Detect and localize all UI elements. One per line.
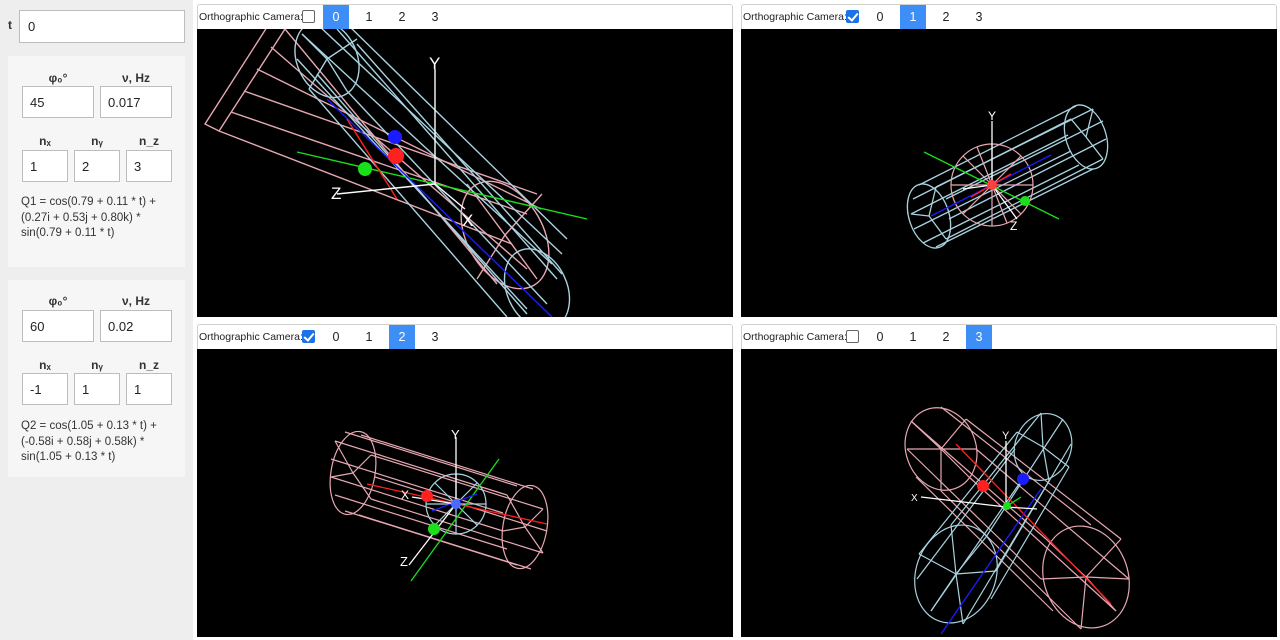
green-marker (1020, 196, 1030, 206)
viewport-toolbar: Orthographic Camera: 0 1 2 3 (741, 324, 1277, 350)
nz-label: n_z (138, 358, 159, 372)
formula-line: Q1 = cos(0.79 + 0.11 * t) + (21, 196, 156, 208)
camera-tab-3[interactable]: 3 (975, 10, 983, 24)
orthographic-camera-label: Orthographic Camera: (743, 331, 847, 343)
viewport-toolbar: Orthographic Camera: 0 1 2 3 (197, 324, 733, 350)
formula-line: Q2 = cos(1.05 + 0.13 * t) + (21, 420, 157, 432)
pink-wireframe-cylinder (203, 29, 550, 290)
orthographic-camera-checkbox[interactable] (302, 10, 315, 23)
green-marker (428, 523, 440, 535)
3d-canvas[interactable]: Y X Z (197, 349, 733, 637)
axis-label-y: Y (988, 109, 996, 123)
formula-line: sin(1.05 + 0.13 * t) (21, 451, 116, 463)
quaternion-formula: Q1 = cos(0.79 + 0.11 * t) + (0.27i + 0.5… (21, 195, 181, 242)
blue-marker (1017, 473, 1029, 485)
cyan-wireframe-cylinder (294, 29, 571, 317)
camera-tab-3[interactable]: 3 (966, 325, 992, 350)
red-marker (987, 180, 997, 190)
formula-line: (0.27i + 0.53j + 0.80k) * (21, 211, 141, 224)
axis-label-x: X (401, 488, 409, 502)
green-marker (358, 162, 372, 176)
orthographic-camera-checkbox[interactable] (846, 330, 859, 343)
pink-wireframe-cylinder (904, 406, 1130, 630)
nz-input[interactable] (126, 373, 172, 405)
camera-tab-0[interactable]: 0 (332, 330, 340, 344)
sidebar: t φ₀° ν, Hz nₓ nᵧ n_z Q1 = cos(0.79 + 0.… (0, 0, 193, 640)
camera-tab-2[interactable]: 2 (942, 330, 950, 344)
nx-input[interactable] (22, 150, 68, 182)
ny-input[interactable] (74, 373, 120, 405)
blue-marker (451, 499, 461, 509)
camera-tab-0[interactable]: 0 (876, 10, 884, 24)
orthographic-camera-checkbox[interactable] (846, 10, 859, 23)
axis-label-y: Y (1002, 430, 1010, 442)
viewport-toolbar: Orthographic Camera: 0 1 2 3 (741, 4, 1277, 30)
3d-canvas[interactable]: Y Z (741, 29, 1277, 317)
orthographic-camera-label: Orthographic Camera: (199, 331, 303, 343)
axis-label-z: Z (400, 554, 408, 569)
axis-label-y: Y (451, 427, 460, 442)
camera-tab-3[interactable]: 3 (431, 330, 439, 344)
camera-tab-2[interactable]: 2 (398, 10, 406, 24)
axis-label-x: X (462, 211, 473, 230)
camera-tab-1[interactable]: 1 (909, 330, 917, 344)
nz-input[interactable] (126, 150, 172, 182)
nu-input[interactable] (100, 310, 172, 342)
camera-tab-3[interactable]: 3 (431, 10, 439, 24)
time-row: t (0, 10, 193, 44)
3d-canvas[interactable]: Y X (741, 349, 1277, 637)
nz-label: n_z (138, 134, 159, 148)
3d-canvas[interactable]: Y Z X (197, 29, 733, 317)
phi-input[interactable] (22, 310, 94, 342)
camera-tab-2[interactable]: 2 (942, 10, 950, 24)
orthographic-camera-label: Orthographic Camera: (743, 11, 847, 23)
orthographic-camera-checkbox[interactable] (302, 330, 315, 343)
nx-label: nₓ (39, 358, 51, 372)
quaternion-2-panel: φ₀° ν, Hz nₓ nᵧ n_z Q2 = cos(1.05 + 0.13… (8, 280, 185, 477)
green-marker (1003, 502, 1011, 510)
camera-tab-2[interactable]: 2 (389, 325, 415, 350)
red-marker (421, 490, 433, 502)
axes (366, 437, 548, 582)
camera-tab-1[interactable]: 1 (900, 5, 926, 30)
formula-line: (-0.58i + 0.58j + 0.58k) * (21, 435, 145, 448)
phi-label: φ₀° (48, 294, 68, 308)
axes (296, 69, 588, 317)
nu-label: ν, Hz (121, 294, 150, 308)
nu-label: ν, Hz (121, 71, 150, 85)
camera-tab-1[interactable]: 1 (365, 330, 373, 344)
camera-tab-0[interactable]: 0 (876, 330, 884, 344)
axis-label-y: Y (429, 54, 440, 73)
viewport-3: Orthographic Camera: 0 1 2 3 (741, 324, 1277, 637)
nx-input[interactable] (22, 373, 68, 405)
axis-label-z: Z (331, 184, 341, 203)
viewport-2: Orthographic Camera: 0 1 2 3 (197, 324, 733, 637)
axis-label-x: X (911, 493, 918, 504)
viewport-0: Orthographic Camera: 0 1 2 3 (197, 4, 733, 317)
ny-label: nᵧ (91, 134, 103, 148)
formula-line: sin(0.79 + 0.11 * t) (21, 227, 115, 239)
camera-tab-1[interactable]: 1 (365, 10, 373, 24)
ny-label: nᵧ (91, 358, 103, 372)
camera-tab-0[interactable]: 0 (323, 5, 349, 30)
blue-marker (388, 130, 402, 144)
quaternion-formula: Q2 = cos(1.05 + 0.13 * t) + (-0.58i + 0.… (21, 419, 181, 466)
nu-input[interactable] (100, 86, 172, 118)
red-marker (388, 148, 404, 164)
nx-label: nₓ (39, 134, 51, 148)
phi-input[interactable] (22, 86, 94, 118)
axis-label-z: Z (1010, 219, 1017, 233)
red-marker (977, 480, 989, 492)
phi-label: φ₀° (48, 71, 68, 85)
viewport-1: Orthographic Camera: 0 1 2 3 (741, 4, 1277, 317)
time-input[interactable] (19, 10, 185, 43)
orthographic-camera-label: Orthographic Camera: (199, 11, 303, 23)
pink-wireframe-cylinder (329, 430, 549, 570)
cyan-wireframe-cylinder (914, 412, 1073, 625)
ny-input[interactable] (74, 150, 120, 182)
quaternion-1-panel: φ₀° ν, Hz nₓ nᵧ n_z Q1 = cos(0.79 + 0.11… (8, 56, 185, 267)
viewport-toolbar: Orthographic Camera: 0 1 2 3 (197, 4, 733, 30)
time-label: t (8, 18, 12, 32)
